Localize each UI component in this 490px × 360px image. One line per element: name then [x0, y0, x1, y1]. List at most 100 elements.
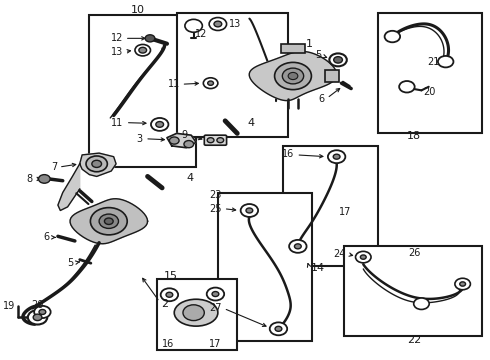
Circle shape	[217, 138, 223, 143]
Circle shape	[212, 292, 219, 297]
Circle shape	[145, 35, 155, 42]
Polygon shape	[167, 134, 196, 148]
Circle shape	[399, 81, 415, 93]
Circle shape	[92, 160, 101, 167]
Ellipse shape	[174, 299, 218, 326]
Circle shape	[334, 57, 343, 63]
Text: 13: 13	[229, 19, 241, 29]
Circle shape	[282, 68, 304, 84]
Text: 21: 21	[428, 57, 440, 67]
Circle shape	[170, 137, 179, 144]
Text: 7: 7	[50, 162, 57, 172]
Polygon shape	[70, 199, 147, 244]
Circle shape	[289, 240, 307, 253]
Text: 6: 6	[44, 232, 49, 242]
Text: 2: 2	[161, 299, 168, 309]
Text: 9: 9	[181, 130, 187, 140]
Circle shape	[414, 298, 429, 310]
Text: 20: 20	[423, 87, 435, 97]
Circle shape	[139, 47, 147, 53]
Circle shape	[214, 21, 222, 27]
Text: 4: 4	[186, 173, 194, 183]
Circle shape	[460, 282, 465, 286]
Circle shape	[203, 78, 218, 89]
Circle shape	[288, 72, 298, 80]
Text: 4: 4	[247, 118, 254, 128]
Text: 16: 16	[282, 149, 294, 159]
Circle shape	[28, 310, 47, 324]
Text: 25: 25	[209, 204, 222, 214]
Text: 1: 1	[306, 40, 313, 49]
Circle shape	[329, 53, 347, 66]
Text: 5: 5	[68, 258, 74, 268]
Text: 3: 3	[137, 134, 143, 144]
Bar	[281, 44, 305, 53]
Circle shape	[33, 314, 42, 320]
Circle shape	[209, 18, 226, 31]
Text: 11: 11	[168, 79, 180, 89]
Text: 27: 27	[209, 303, 221, 313]
Bar	[344, 246, 482, 336]
Bar	[324, 69, 339, 82]
Circle shape	[207, 288, 224, 301]
Text: 18: 18	[407, 131, 421, 141]
Text: 17: 17	[339, 207, 351, 217]
Circle shape	[185, 19, 202, 32]
Text: 13: 13	[111, 47, 123, 57]
Circle shape	[166, 292, 173, 297]
Circle shape	[385, 31, 400, 42]
Circle shape	[34, 306, 50, 318]
Text: 10: 10	[131, 5, 145, 15]
Circle shape	[183, 305, 204, 320]
Text: 15: 15	[164, 271, 177, 281]
Bar	[177, 13, 288, 137]
Text: 17: 17	[209, 339, 221, 349]
Circle shape	[328, 150, 345, 163]
Text: 14: 14	[311, 263, 325, 273]
Circle shape	[356, 251, 371, 263]
Text: 12: 12	[195, 29, 207, 39]
Text: 19: 19	[3, 301, 15, 311]
Text: 24: 24	[333, 249, 345, 259]
Circle shape	[99, 214, 119, 228]
Text: 22: 22	[407, 334, 421, 345]
Bar	[218, 193, 313, 341]
Circle shape	[246, 208, 253, 213]
Circle shape	[104, 218, 113, 225]
Text: 23: 23	[209, 190, 222, 200]
Bar	[283, 146, 378, 266]
Polygon shape	[80, 153, 116, 176]
Circle shape	[270, 322, 287, 335]
Circle shape	[455, 278, 470, 290]
Circle shape	[275, 326, 282, 331]
Bar	[378, 13, 482, 134]
Circle shape	[438, 56, 453, 67]
Circle shape	[294, 244, 301, 249]
Text: 12: 12	[111, 33, 123, 43]
Circle shape	[86, 156, 107, 172]
Circle shape	[184, 140, 194, 148]
Text: 5: 5	[316, 50, 321, 60]
Circle shape	[135, 44, 150, 56]
Circle shape	[207, 138, 214, 143]
Text: 16: 16	[162, 339, 174, 349]
Text: 6: 6	[318, 94, 324, 104]
Circle shape	[39, 175, 50, 183]
Circle shape	[151, 118, 169, 131]
Text: 8: 8	[26, 174, 33, 184]
Text: 20: 20	[31, 300, 44, 310]
Bar	[89, 15, 196, 167]
Polygon shape	[249, 51, 337, 100]
Polygon shape	[58, 164, 80, 211]
Bar	[157, 279, 237, 350]
FancyBboxPatch shape	[204, 135, 226, 145]
Circle shape	[208, 81, 214, 85]
Circle shape	[39, 310, 46, 315]
Circle shape	[360, 255, 366, 259]
Circle shape	[161, 288, 178, 301]
Circle shape	[241, 204, 258, 217]
Circle shape	[333, 154, 340, 159]
Text: 11: 11	[111, 118, 123, 128]
Circle shape	[90, 208, 127, 235]
Circle shape	[274, 62, 312, 90]
